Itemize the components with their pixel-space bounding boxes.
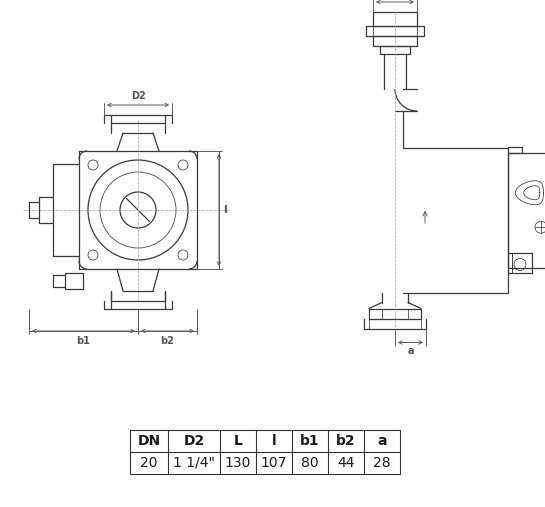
Text: 44: 44 <box>337 456 355 470</box>
Text: 28: 28 <box>373 456 391 470</box>
Text: 1 1/4": 1 1/4" <box>173 456 215 470</box>
Text: a: a <box>407 346 414 356</box>
Text: DN: DN <box>137 434 161 448</box>
Text: b2: b2 <box>161 336 174 346</box>
Text: 80: 80 <box>301 456 319 470</box>
Text: 130: 130 <box>225 456 251 470</box>
Text: l: l <box>272 434 276 448</box>
Text: b1: b1 <box>300 434 320 448</box>
Text: a: a <box>377 434 387 448</box>
Text: D2: D2 <box>183 434 204 448</box>
Text: 20: 20 <box>140 456 158 470</box>
Text: L: L <box>234 434 243 448</box>
Text: b1: b1 <box>76 336 90 346</box>
Text: b2: b2 <box>336 434 356 448</box>
Text: D2: D2 <box>131 91 146 101</box>
Text: l: l <box>223 205 227 215</box>
Text: 107: 107 <box>261 456 287 470</box>
